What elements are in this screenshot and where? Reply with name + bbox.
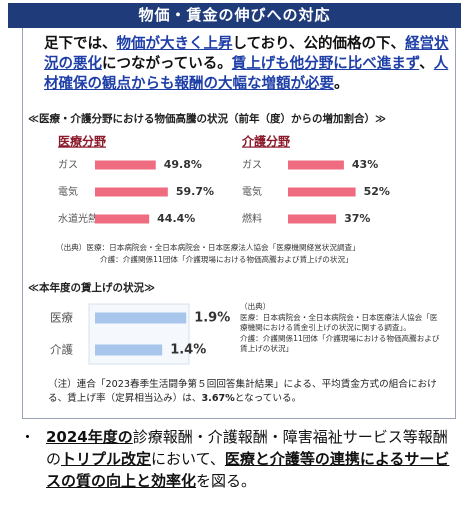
source: （出典）医療：日本病院会・全日本病院会・日本医療法人協会「医療機関経営状況調査」…: [56, 242, 360, 266]
emphasis: 経営状況の悪化: [44, 36, 449, 72]
source-line: 介護：介護関係11団体「介護現場における物価高騰および賃上げの状況」: [100, 255, 353, 264]
category-label: ガス: [58, 159, 78, 171]
bullet-mark: ・: [20, 428, 36, 446]
chart-title: 介護分野: [241, 134, 290, 149]
emphasis: 物価が大きく上昇: [116, 36, 233, 52]
text: において、: [151, 450, 225, 468]
category-label: 燃料: [242, 212, 262, 225]
bar: [288, 187, 356, 197]
chart-title: ≪本年度の賃上げの状況≫: [28, 281, 155, 294]
bar: [288, 160, 344, 170]
category-label: 介護: [50, 343, 73, 357]
value-label: 37%: [344, 212, 370, 225]
text: 、: [419, 56, 434, 72]
text: を図る。: [196, 472, 257, 490]
category-label: ガス: [242, 159, 262, 171]
header-title: 物価・賃金の伸びへの対応: [8, 3, 461, 28]
emphasis: トリプル改定: [61, 450, 152, 468]
bar: [95, 214, 150, 224]
category-label: 電気: [58, 185, 78, 198]
text: 足下では、: [44, 36, 117, 52]
chart-title: 医療分野: [58, 134, 106, 149]
text: となっている。: [234, 393, 302, 404]
text: につながっている。: [102, 56, 232, 72]
source-line: 介護：介護関係11団体「介護現場における物価高騰および賃上げの状況」: [240, 333, 440, 354]
bar: [95, 312, 187, 324]
source: （出典） 医療：日本病院会・全日本病院会・日本医療法人協会「医療機関における賃金引…: [240, 302, 440, 355]
value-label: 43%: [352, 158, 378, 171]
category-label: 電気: [242, 185, 262, 198]
text: しており、公的価格の下、: [232, 36, 406, 52]
bullet: 2024年度の診療報酬・介護報酬・障害福祉サービス等報酬のトリプル改定において、…: [46, 426, 456, 492]
value-label: 1.9%: [194, 311, 230, 326]
text: 診療報酬・介護報酬・障害福祉サービス等報酬の: [46, 428, 448, 468]
emphasis: 賃上げも他分野に比べ進まず: [231, 56, 420, 72]
bar: [95, 187, 168, 197]
frame: [22, 28, 456, 419]
text: 。: [334, 76, 349, 92]
section-title: ≪医療・介護分野における物価高騰の状況（前年（度）からの増加割合）≫: [28, 113, 386, 125]
category-label: 医療: [50, 311, 73, 325]
category-label: 水道光熱: [58, 212, 98, 225]
note: （注）連合「2023春季生活闘争第５回回答集計結果」による、平均賃金方式の組合に…: [48, 378, 443, 406]
source-line: （出典）: [240, 302, 271, 311]
emphasis: 人材確保の観点からも報酬の大幅な増額が必要: [44, 56, 449, 92]
emphasis: 医療と介護等の連携によるサービスの質の向上と効率化: [46, 450, 450, 490]
emphasis: 2024年度の: [46, 428, 133, 446]
text: （注）連合「2023春季生活闘争第５回回答集計結果」による、平均賃金方式の組合に…: [48, 379, 437, 404]
bar: [95, 160, 156, 170]
value-label: 52%: [364, 185, 390, 198]
bar: [288, 214, 337, 224]
emphasis: 3.67%: [201, 393, 235, 404]
bar: [95, 344, 163, 356]
value-label: 49.8%: [164, 158, 202, 171]
source-line: 医療：日本病院会・全日本病院会・日本医療法人協会「医療機関における賃金引上げの状…: [240, 312, 438, 333]
source-line: （出典）医療：日本病院会・全日本病院会・日本医療法人協会「医療機関経営状況調査」: [56, 243, 360, 252]
value-label: 44.4%: [157, 212, 195, 225]
value-label: 59.7%: [176, 185, 214, 198]
value-label: 1.4%: [170, 343, 206, 358]
intro: 足下では、物価が大きく上昇しており、公的価格の下、経営状況の悪化につながっている…: [44, 34, 456, 94]
